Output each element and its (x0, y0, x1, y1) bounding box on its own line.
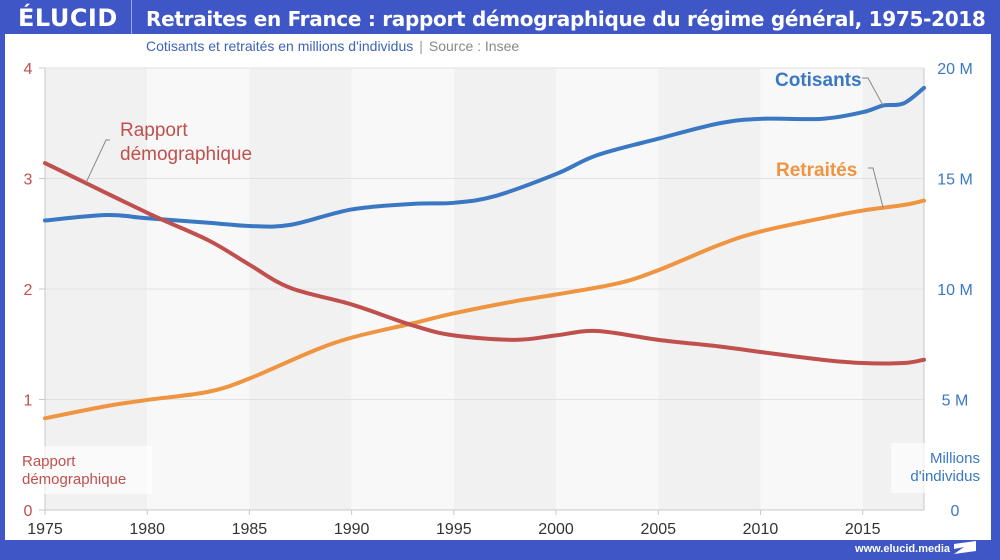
left-tick-label: 3 (24, 172, 33, 189)
x-tick-label: 2005 (640, 521, 676, 538)
header-divider (131, 0, 132, 36)
series-label-rapport-line2: démographique (120, 144, 252, 165)
right-axis-title-line2: d'individus (910, 468, 980, 485)
elucid-flag-icon (954, 541, 976, 554)
source-text: Source : Insee (428, 38, 520, 54)
chart-title: Retraites en France : rapport démographi… (146, 7, 986, 31)
x-tick-label: 1980 (129, 521, 165, 538)
right-tick-label: 0 (951, 503, 960, 520)
left-axis-title-line2: démographique (22, 471, 126, 488)
right-tick-label: 20 M (937, 61, 973, 78)
left-axis-title-bg (20, 446, 152, 494)
elucid-logo: ÉLUCID (18, 4, 118, 32)
series-label-retraites: Retraités (776, 160, 857, 181)
left-axis-title-line1: Rapport (22, 453, 76, 470)
chart-subtitle: Cotisants et retraités en millions d'ind… (146, 38, 519, 54)
x-tick-label: 2000 (538, 521, 574, 538)
x-tick-label: 1985 (232, 521, 268, 538)
right-axis-title-line1: Millions (930, 450, 980, 467)
leader-line-rapport (85, 139, 110, 184)
left-tick-label: 2 (24, 282, 33, 299)
right-tick-label: 15 M (937, 172, 973, 189)
x-tick-label: 2010 (743, 521, 779, 538)
left-tick-label: 1 (24, 393, 33, 410)
series-line-retraites (43, 198, 926, 421)
header-bar: ÉLUCID Retraites en France : rapport dém… (0, 0, 1000, 36)
x-tick-label: 1975 (27, 521, 63, 538)
right-tick-label: 5 M (942, 393, 969, 410)
leader-line-cotisants (862, 77, 884, 106)
left-tick-label: 0 (24, 503, 33, 520)
series-label-rapport-line1: Rapport (120, 120, 188, 141)
left-tick-label: 4 (24, 61, 33, 78)
series-line-cotisants (43, 85, 926, 229)
series-label-cotisants: Cotisants (775, 70, 862, 91)
x-tick-label: 1995 (436, 521, 472, 538)
subtitle-text: Cotisants et retraités en millions d'ind… (146, 38, 414, 54)
x-tick-label: 1990 (334, 521, 370, 538)
right-tick-label: 10 M (937, 282, 973, 299)
leader-line-retraites (868, 167, 884, 208)
footer-url[interactable]: www.elucid.media (855, 543, 950, 555)
series-line-rapport-demographique (43, 161, 926, 366)
x-tick-label: 2015 (845, 521, 881, 538)
subtitle-separator: | (419, 38, 423, 54)
right-axis-title-bg (891, 443, 983, 493)
